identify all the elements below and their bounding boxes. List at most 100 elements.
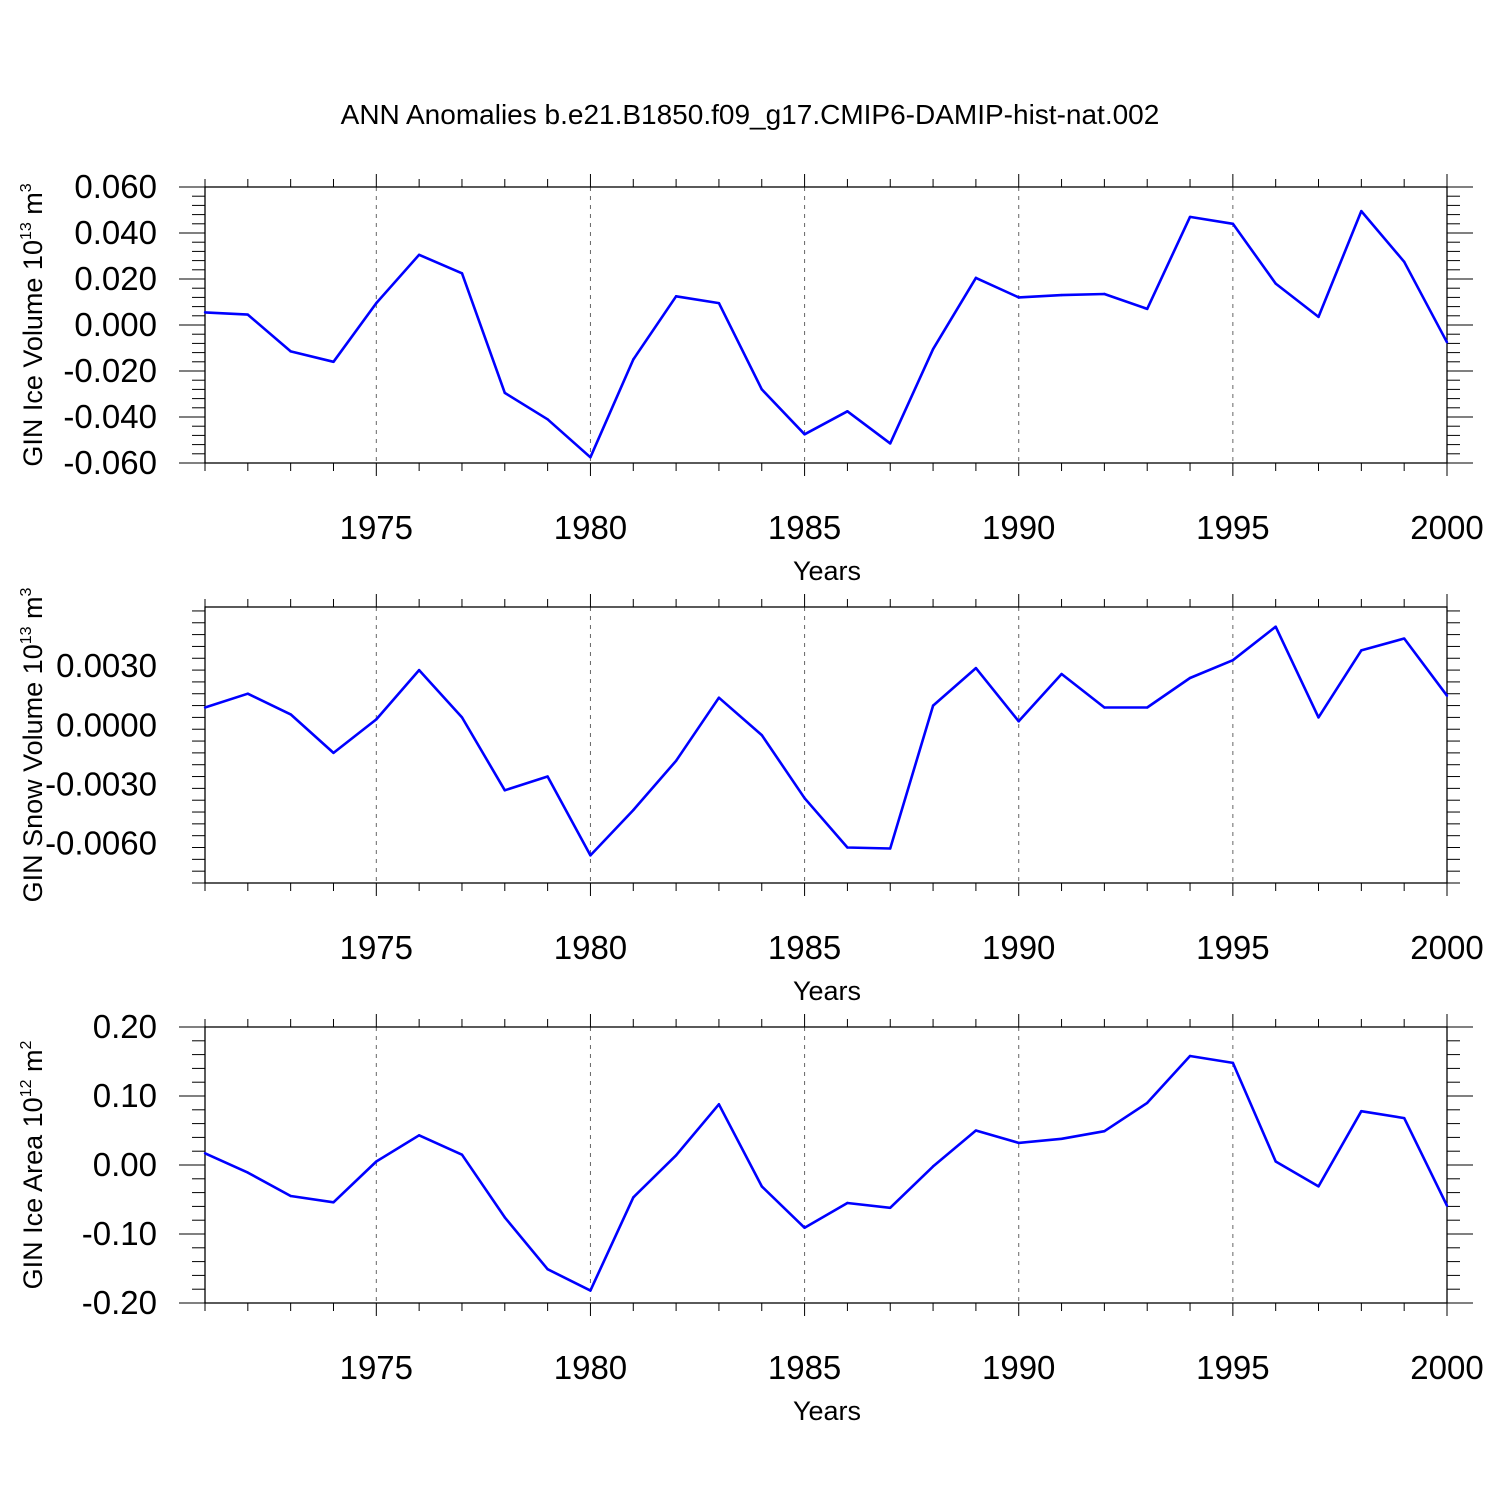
data-point — [1188, 676, 1192, 680]
plot-frame — [204, 1026, 1448, 1304]
y-axis-title-part: GIN Snow Volume 10 — [18, 644, 48, 902]
y-axis-title: GIN Snow Volume 1013 m3 — [18, 587, 48, 902]
data-point — [246, 313, 250, 316]
y-axis-title-superscript: 3 — [18, 183, 35, 192]
data-point — [546, 1267, 549, 1271]
data-point — [417, 668, 421, 672]
data-point — [546, 418, 549, 421]
x-tick-label: 1980 — [554, 1349, 627, 1386]
y-axis-title-superscript: 13 — [18, 222, 35, 240]
data-point — [1017, 720, 1020, 723]
y-tick-label: -0.020 — [63, 352, 157, 389]
y-axis-title-superscript: 3 — [18, 587, 35, 596]
x-axis-title: Years — [793, 556, 861, 586]
data-point — [1360, 209, 1363, 213]
y-tick-label: -0.060 — [63, 444, 157, 481]
data-point — [632, 358, 635, 361]
panel-2: -0.0060 -0.0030 0.0000 0.0030 1975 1980 1985 19… — [18, 587, 1484, 1006]
data-point — [1146, 307, 1149, 311]
x-tick-label: 1995 — [1196, 1349, 1269, 1386]
y-axis-title-part: GIN Ice Volume 10 — [18, 240, 48, 467]
y-tick-label: 0.040 — [74, 214, 157, 251]
data-point — [1060, 293, 1063, 297]
data-point — [803, 433, 806, 436]
data-point — [203, 706, 207, 709]
data-point — [632, 808, 635, 812]
data-point — [203, 311, 207, 314]
data-point — [1402, 260, 1406, 263]
data-point — [203, 1152, 207, 1155]
y-axis-title: GIN Ice Area 1012 m2 — [18, 1041, 48, 1290]
data-point — [1060, 1137, 1063, 1140]
data-point — [460, 272, 464, 275]
data-point — [1103, 1129, 1106, 1133]
data-point — [1445, 341, 1449, 344]
x-tick-label: 1995 — [1196, 929, 1269, 966]
y-axis-title-part: m — [18, 1050, 48, 1080]
y-tick-label: 0.060 — [74, 168, 157, 205]
y-axis-title-part: m — [18, 596, 48, 626]
y-axis-title: GIN Ice Volume 1013 m3 — [18, 183, 48, 466]
data-point — [717, 301, 721, 305]
data-point — [375, 718, 378, 721]
chart-title: ANN Anomalies b.e21.B1850.f09_g17.CMIP6-… — [341, 99, 1160, 130]
data-point — [889, 442, 892, 445]
data-point — [1231, 1061, 1235, 1065]
y-axis-title-superscript: 2 — [18, 1041, 35, 1050]
y-axis-title-part: m — [18, 192, 48, 222]
data-point — [974, 1129, 978, 1132]
data-point — [674, 295, 678, 298]
data-point — [332, 751, 335, 755]
data-point — [760, 733, 763, 737]
data-point — [760, 1185, 763, 1188]
data-point — [332, 360, 335, 363]
data-point — [1017, 1141, 1020, 1145]
x-tick-label: 1990 — [982, 929, 1055, 966]
data-point — [931, 347, 935, 351]
data-point — [846, 410, 849, 413]
x-tick-label: 1975 — [340, 1349, 413, 1386]
data-point — [717, 1103, 721, 1106]
data-point — [1402, 1116, 1406, 1120]
data-point — [1360, 649, 1363, 652]
data-point — [931, 1165, 935, 1168]
data-point — [589, 1289, 592, 1292]
y-tick-label: -0.040 — [63, 398, 157, 435]
data-point — [1103, 292, 1106, 296]
series-line — [204, 209, 1449, 459]
x-tick-label: 1995 — [1196, 509, 1269, 546]
x-tick-label: 1985 — [768, 509, 841, 546]
x-tick-label: 1975 — [340, 929, 413, 966]
data-point — [503, 789, 506, 792]
data-point — [931, 704, 935, 707]
y-axis-title-part: GIN Ice Area 10 — [18, 1097, 48, 1289]
data-point — [717, 696, 721, 699]
x-tick-label: 1985 — [768, 1349, 841, 1386]
data-point — [1188, 1054, 1192, 1058]
data-point — [632, 1196, 635, 1199]
x-tick-label: 1985 — [768, 929, 841, 966]
series-line — [204, 625, 1449, 857]
data-point — [889, 1206, 892, 1209]
data-point — [375, 301, 378, 305]
data-point — [460, 1153, 464, 1156]
data-point — [1317, 1185, 1320, 1188]
series-line — [204, 1054, 1449, 1292]
data-point — [1146, 1101, 1149, 1105]
data-point — [503, 1216, 506, 1219]
y-axis-title-superscript: 13 — [18, 626, 35, 644]
x-tick-label: 2000 — [1410, 509, 1483, 546]
x-tick-label: 1980 — [554, 929, 627, 966]
data-point — [1060, 672, 1063, 676]
y-tick-label: 0.0030 — [56, 647, 157, 684]
data-point — [974, 666, 978, 670]
y-tick-label: 0.0000 — [56, 706, 157, 743]
data-point — [1231, 222, 1235, 225]
data-point — [417, 1134, 421, 1137]
data-point — [1274, 282, 1277, 285]
data-point — [503, 391, 506, 395]
x-tick-label: 1980 — [554, 509, 627, 546]
data-point — [589, 854, 592, 857]
x-tick-label: 1975 — [340, 509, 413, 546]
